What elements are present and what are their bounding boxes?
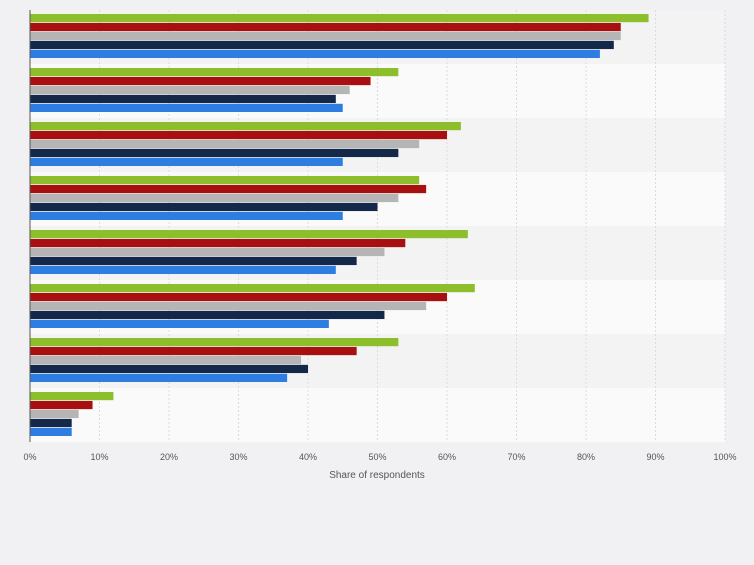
bar xyxy=(30,338,399,347)
bar xyxy=(30,256,357,266)
bar xyxy=(30,400,93,410)
x-tick-label: 50% xyxy=(368,452,386,462)
bar xyxy=(30,418,72,428)
bar xyxy=(30,211,343,220)
bar xyxy=(30,94,336,104)
bar xyxy=(30,427,72,436)
bar xyxy=(30,230,468,239)
x-tick-label: 10% xyxy=(90,452,108,462)
bar xyxy=(30,176,420,185)
bar xyxy=(30,284,475,293)
x-tick-label: 20% xyxy=(160,452,178,462)
bar xyxy=(30,265,336,274)
bar xyxy=(30,184,427,194)
bar xyxy=(30,22,621,32)
x-tick-label: 40% xyxy=(299,452,317,462)
bar xyxy=(30,85,350,95)
bar xyxy=(30,193,399,203)
bar xyxy=(30,301,427,311)
bar xyxy=(30,139,420,149)
bar xyxy=(30,40,614,50)
bar xyxy=(30,292,447,302)
bar xyxy=(30,130,447,140)
x-tick-label: 30% xyxy=(229,452,247,462)
x-tick-label: 70% xyxy=(507,452,525,462)
bar xyxy=(30,373,288,382)
bar xyxy=(30,202,378,212)
x-axis-label: Share of respondents xyxy=(329,470,425,481)
x-tick-label: 60% xyxy=(438,452,456,462)
bar xyxy=(30,31,621,41)
bar xyxy=(30,346,357,356)
bar xyxy=(30,355,302,365)
bar xyxy=(30,122,461,131)
bar xyxy=(30,364,308,374)
x-tick-label: 100% xyxy=(713,452,736,462)
x-tick-label: 80% xyxy=(577,452,595,462)
bar xyxy=(30,49,600,58)
bar xyxy=(30,247,385,257)
bar xyxy=(30,409,79,419)
bar xyxy=(30,68,399,77)
bar xyxy=(30,310,385,320)
bar xyxy=(30,76,371,86)
bar xyxy=(30,319,329,328)
bar xyxy=(30,392,114,401)
bar xyxy=(30,238,406,248)
bar xyxy=(30,157,343,166)
x-tick-label: 0% xyxy=(23,452,36,462)
bar xyxy=(30,103,343,112)
x-tick-label: 90% xyxy=(646,452,664,462)
bar xyxy=(30,14,649,23)
bar xyxy=(30,148,399,158)
